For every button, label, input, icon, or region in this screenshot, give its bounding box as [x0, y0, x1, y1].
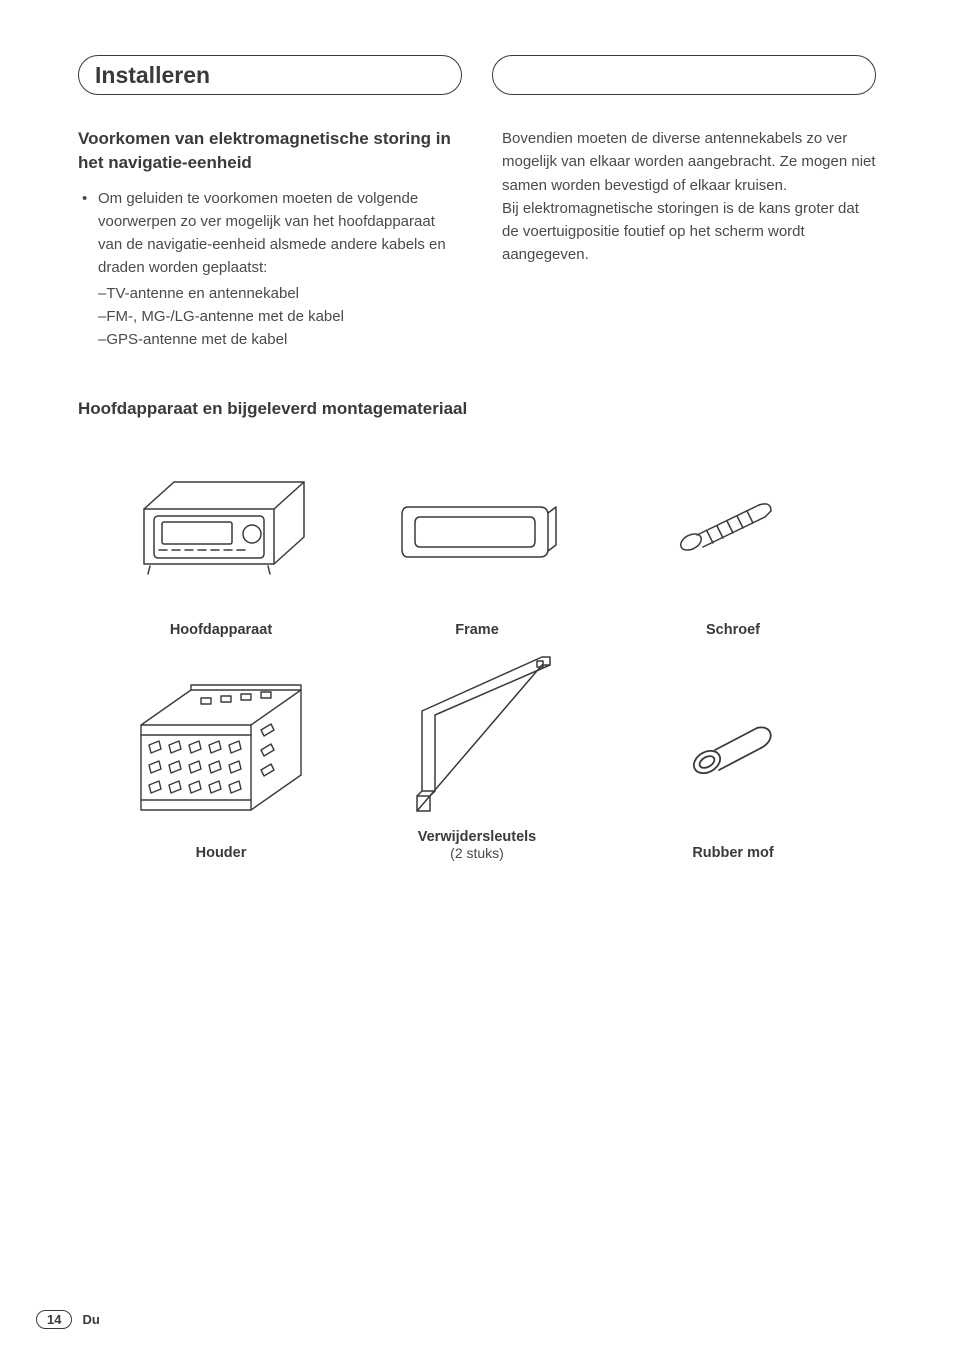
header-row: Installeren — [78, 55, 876, 95]
bullet-list: Om geluiden te voorkomen moeten de volge… — [78, 187, 452, 352]
header-pill-right — [492, 55, 876, 95]
parts-grid: Hoofdapparaat Frame — [78, 449, 876, 861]
page-number: 14 — [36, 1310, 72, 1329]
houder-icon — [131, 672, 311, 837]
schroef-icon — [643, 449, 823, 614]
part-verwijdersleutels: Verwijdersleutels (2 stuks) — [364, 656, 590, 861]
part-label: Hoofdapparaat — [170, 622, 272, 638]
part-label: Schroef — [706, 622, 760, 638]
part-hoofdapparaat: Hoofdapparaat — [108, 449, 334, 638]
page-language: Du — [82, 1312, 99, 1327]
two-column-body: Voorkomen van elektromagnetische storing… — [78, 127, 876, 353]
sub-item: –TV-antenne en antennekabel — [98, 282, 452, 305]
part-label: Houder — [196, 845, 247, 861]
bullet-intro: Om geluiden te voorkomen moeten de volge… — [98, 190, 446, 277]
page-footer: 14 Du — [36, 1310, 100, 1329]
part-frame: Frame — [364, 449, 590, 638]
left-column: Voorkomen van elektromagnetische storing… — [78, 127, 452, 353]
section1-heading: Voorkomen van elektromagnetische storing… — [78, 127, 452, 175]
header-title: Installeren — [95, 62, 210, 89]
part-rubber-mof: Rubber mof — [620, 656, 846, 861]
part-label: Rubber mof — [692, 845, 773, 861]
sub-item: –GPS-antenne met de kabel — [98, 328, 452, 351]
verwijdersleutels-icon — [387, 656, 567, 821]
right-paragraph: Bovendien moeten de diverse antennekabel… — [502, 127, 876, 267]
part-label: Verwijdersleutels — [418, 829, 536, 845]
part-houder: Houder — [108, 656, 334, 861]
hoofdapparaat-icon — [131, 449, 311, 614]
rubber-mof-icon — [643, 672, 823, 837]
section2-heading: Hoofdapparaat en bijgeleverd montagemate… — [78, 397, 876, 421]
frame-icon — [387, 449, 567, 614]
sub-list: –TV-antenne en antennekabel –FM-, MG-/LG… — [98, 282, 452, 352]
part-schroef: Schroef — [620, 449, 846, 638]
part-sublabel: (2 stuks) — [450, 845, 504, 861]
bullet-item: Om geluiden te voorkomen moeten de volge… — [96, 187, 452, 352]
part-label: Frame — [455, 622, 499, 638]
sub-item: –FM-, MG-/LG-antenne met de kabel — [98, 305, 452, 328]
header-pill-left: Installeren — [78, 55, 462, 95]
right-column: Bovendien moeten de diverse antennekabel… — [502, 127, 876, 353]
